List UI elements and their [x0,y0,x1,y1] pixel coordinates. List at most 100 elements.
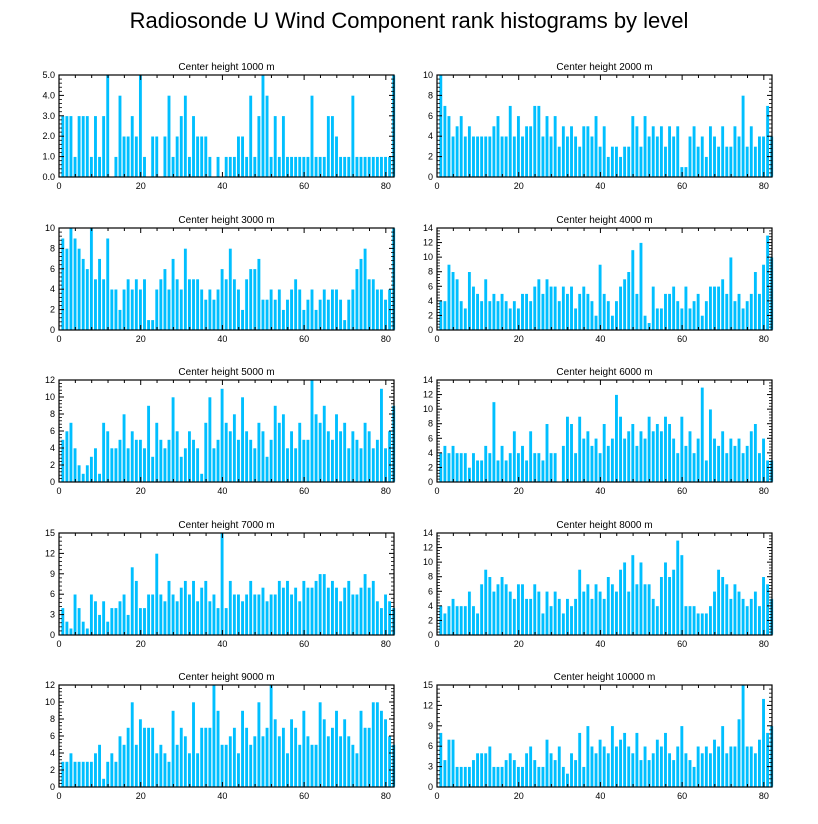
bar [491,125,496,178]
bar [89,156,94,178]
bar [166,439,172,483]
bar [211,593,216,636]
bar [479,583,484,636]
bar [297,288,302,331]
bar [101,422,106,483]
bar [326,115,331,178]
bar [704,459,709,483]
bar [741,452,746,483]
bar [638,561,644,636]
bar [350,95,355,178]
bar [667,423,672,483]
bar [736,437,742,483]
bar [175,744,180,788]
y-tick-label: 6 [50,589,55,599]
bar [622,561,627,636]
bar [614,394,619,483]
y-tick-label: 2 [428,615,433,625]
bar [175,278,180,331]
bar [528,745,533,788]
bar [487,452,492,483]
bar [504,135,509,178]
y-tick-label: 0 [428,172,433,182]
bar [350,430,355,483]
bar [683,752,688,788]
y-tick-label: 6 [428,741,433,751]
bar [655,135,660,178]
bar [256,701,261,788]
bar [73,156,78,178]
bar [671,569,676,636]
bar [350,744,355,788]
bar [166,288,172,331]
bar [565,598,570,636]
bar [142,727,147,788]
bar [322,288,327,331]
bar [540,766,545,788]
bar [491,293,496,331]
x-tick-label: 20 [514,791,524,801]
bar [700,135,705,178]
bar [667,125,672,178]
bar [93,600,98,636]
bar [544,590,550,636]
bar [203,422,208,483]
bar [117,600,123,636]
x-tick-label: 0 [56,486,61,496]
x-tick-label: 0 [56,791,61,801]
bar [491,401,496,483]
bar [757,739,762,788]
bar [741,684,746,788]
y-tick-label: 4 [50,748,55,758]
bar [532,452,537,483]
bar [528,598,533,636]
bar [346,299,351,331]
bar [495,766,501,788]
bar [203,135,208,178]
bar [753,271,758,331]
bar [187,278,192,331]
bar [655,307,660,331]
bar [651,125,656,178]
bar [130,701,135,788]
plot-frame [58,74,395,178]
x-tick-label: 80 [381,791,391,801]
panel-title: Center height 10000 m [554,672,656,683]
bar [93,752,98,788]
bar [487,576,492,636]
y-tick-label: 0 [50,630,55,640]
bar [741,95,746,178]
bar [375,288,380,331]
bar [520,766,525,788]
bar [130,115,135,178]
bar [638,242,644,331]
bar [224,278,229,331]
bar [577,293,582,331]
bar [191,115,196,178]
bar [765,732,770,788]
bar [240,309,245,331]
bar [207,396,212,483]
bar [536,278,541,331]
bar [622,278,627,331]
panel-title: Center height 2000 m [556,62,652,73]
bar [183,447,188,483]
bar [757,605,762,636]
bar [520,583,525,636]
bar [358,447,364,483]
bar [309,95,315,178]
bar [301,580,306,636]
bar [240,135,245,178]
bar [126,135,131,178]
bar [363,573,368,636]
bar [683,166,688,178]
bar [471,135,476,178]
y-tick-label: 3 [428,762,433,772]
x-tick-label: 40 [217,334,227,344]
bar [371,278,376,331]
bar [577,732,582,788]
plot-frame [58,227,395,331]
bar [68,422,73,483]
bar [634,445,639,483]
bar [581,766,586,788]
